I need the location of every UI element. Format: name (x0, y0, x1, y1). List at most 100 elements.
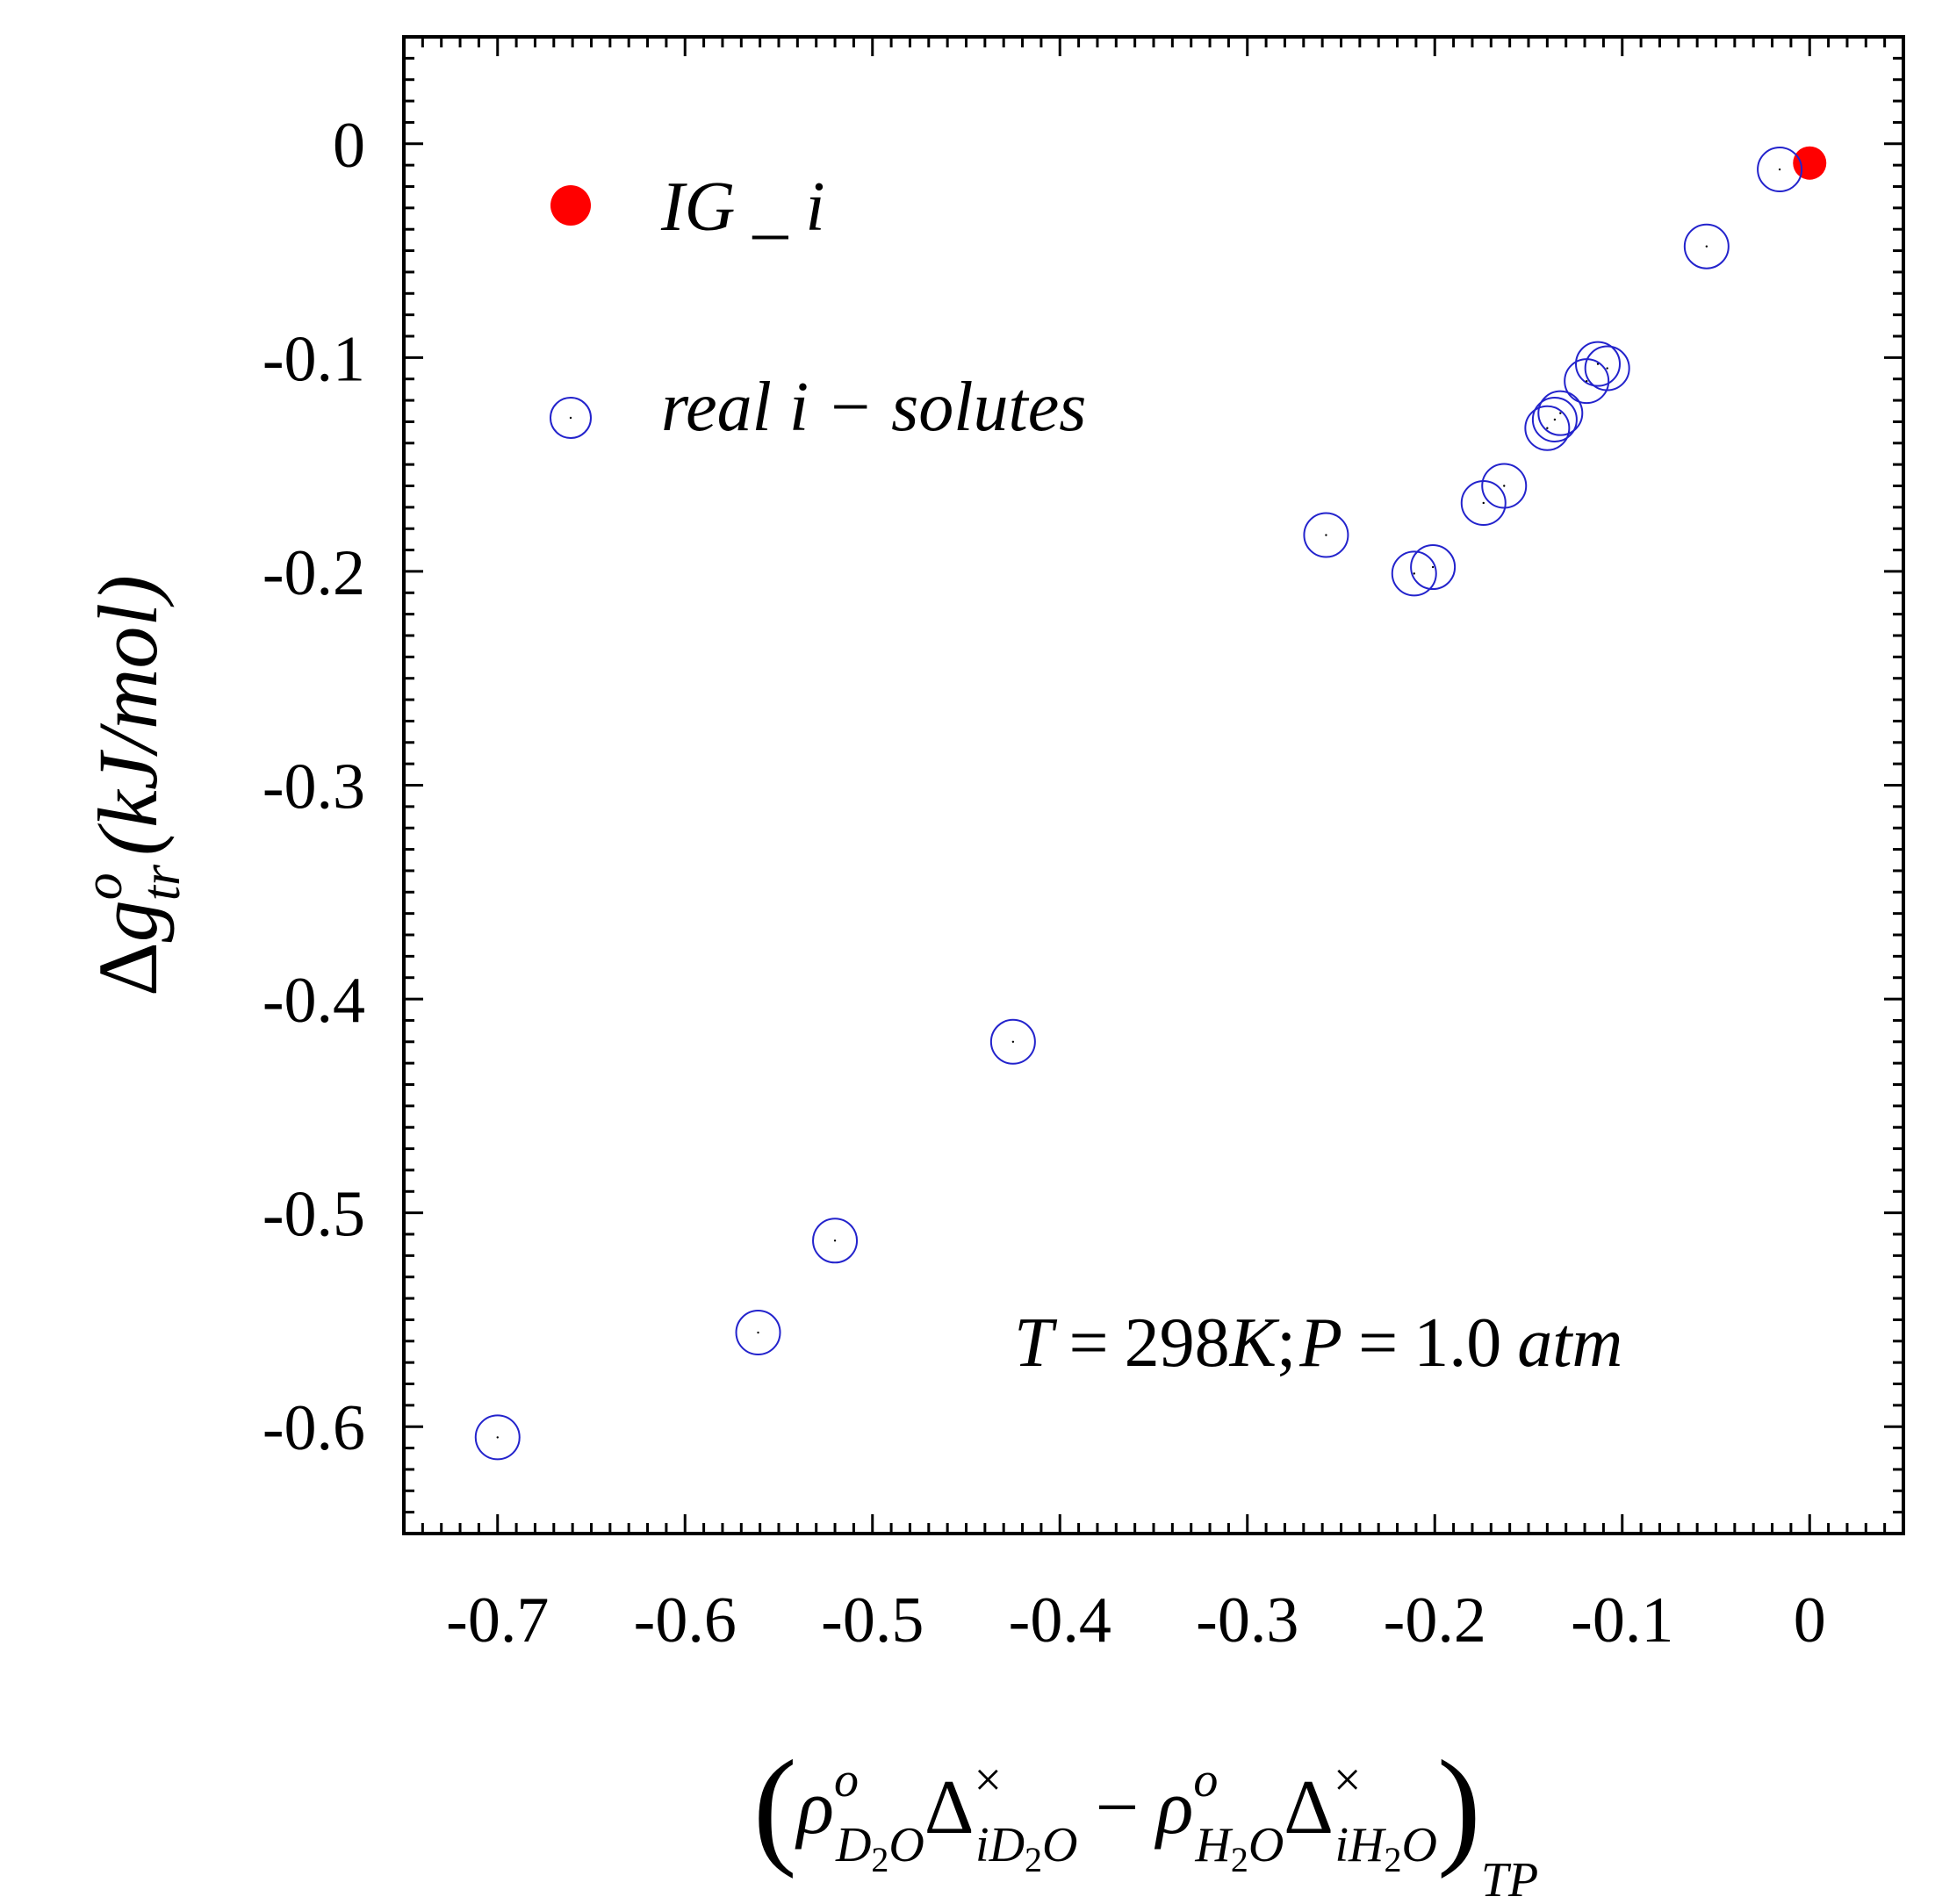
xlabel-delta1-sub-n: 2 (1025, 1840, 1042, 1879)
real-solute-point (1537, 390, 1584, 436)
real-solute-point-center (757, 1331, 759, 1334)
legend-marker-real-dot (569, 416, 572, 420)
real-solute-point (735, 1310, 781, 1356)
x-tick-label: -0.1 (1571, 1584, 1673, 1656)
ig-point (1793, 146, 1827, 180)
ylabel-g: g (81, 900, 175, 942)
real-solute-point (1391, 550, 1437, 597)
real-solute-point (1303, 512, 1349, 558)
xlabel-open: ( (753, 1734, 797, 1879)
xlabel-delta2-sub-n: 2 (1384, 1840, 1401, 1879)
ylabel-unit: (kJ/mol) (81, 575, 175, 856)
ylabel-delta: Δ (81, 942, 175, 996)
ylabel-sup: o (74, 873, 133, 900)
xlabel-delta2-sub: iH (1334, 1818, 1386, 1872)
y-tick-label: -0.3 (263, 751, 365, 823)
real-solute-point-center (1778, 168, 1781, 171)
plot-frame (402, 35, 1905, 1535)
real-solute-point (1524, 405, 1571, 451)
y-tick-label: -0.6 (263, 1392, 365, 1464)
real-solute-point (474, 1414, 521, 1461)
xlabel-rho2-sub-n: 2 (1231, 1840, 1248, 1879)
x-tick-label: 0 (1794, 1584, 1826, 1656)
xlabel-delta1-sub: iD (975, 1818, 1025, 1872)
real-solute-point (1574, 341, 1621, 387)
y-axis-label: Δgotr (kJ/mol) (74, 575, 191, 996)
legend: IG _ i real i − solutes (550, 169, 1086, 446)
xlabel-rho2-sub-o: O (1248, 1818, 1284, 1872)
y-tick-label: -0.4 (263, 965, 365, 1037)
xlabel-rho1-sup: o (834, 1753, 859, 1807)
xlabel-rho2-sup: o (1193, 1753, 1218, 1807)
real-solute-point (1410, 544, 1457, 591)
xlabel-delta2: Δ (1284, 1765, 1334, 1850)
xlabel-delta2-sup: × (1334, 1753, 1362, 1807)
y-tick-label: -0.2 (263, 537, 365, 609)
x-axis-label: (ρo D2OΔ× iD2O − ρo H2OΔ× iH2O)TP (753, 1734, 1539, 1904)
legend-label-ig: IG _ i (660, 169, 825, 246)
x-tick-label: -0.4 (1009, 1584, 1111, 1656)
xlabel-rho2-sub: H (1194, 1818, 1233, 1872)
xlabel-outer-sub: TP (1481, 1853, 1538, 1904)
real-solute-point-center (1011, 1040, 1015, 1043)
real-solute-point (1683, 223, 1730, 269)
real-solute-point-center (1325, 534, 1327, 536)
real-solute-point-center (1606, 367, 1608, 370)
real-solute-point-center (496, 1436, 499, 1439)
xlabel-close: ) (1437, 1734, 1481, 1879)
xlabel-rho1-sub-o: O (888, 1818, 924, 1872)
real-solute-point (989, 1018, 1036, 1065)
real-solute-point-center (1705, 245, 1708, 248)
real-solute-point-center (1546, 427, 1549, 429)
xlabel-minus: − (1096, 1765, 1140, 1850)
x-tick-label: -0.3 (1196, 1584, 1298, 1656)
real-solute-point-center (1413, 572, 1415, 575)
x-tick-label: -0.2 (1384, 1584, 1486, 1656)
annotation-k: K (1229, 1304, 1280, 1382)
annotation-T: T (1014, 1304, 1058, 1382)
annotation-atm: atm (1517, 1304, 1622, 1382)
ylabel-sub: tr (132, 864, 191, 901)
x-tick-label: -0.5 (821, 1584, 924, 1656)
real-solute-point (1531, 396, 1578, 442)
condition-annotation: T = 298K;P = 1.0 atm (1014, 1304, 1622, 1382)
svg-text:Δgotr(kJ/mol): Δgotr (kJ/mol) (74, 575, 191, 996)
xlabel-rho1: ρ (795, 1765, 834, 1850)
real-solute-point-center (1585, 379, 1588, 383)
xlabel-rho1-sub: D (835, 1818, 871, 1872)
annotation-pval: 1.0 (1413, 1304, 1501, 1382)
real-solute-point (1564, 358, 1610, 405)
real-solute-point-center (1553, 418, 1557, 421)
xlabel-delta1-sub-o: O (1042, 1818, 1077, 1872)
legend-marker-real (550, 397, 592, 439)
legend-label-real: real i − solutes (661, 369, 1086, 446)
xlabel-delta2-sub-o: O (1401, 1818, 1436, 1872)
real-solute-point-center (1503, 485, 1506, 487)
x-tick-label: -0.6 (634, 1584, 737, 1656)
annotation-semicolon: ; (1277, 1304, 1296, 1382)
x-tick-label: -0.7 (446, 1584, 549, 1656)
real-solute-point-center (1482, 501, 1485, 505)
y-tick-labels: 0 -0.1 -0.2 -0.3 -0.4 -0.5 -0.6 (263, 110, 365, 1464)
real-solute-point-center (1431, 565, 1435, 569)
xlabel-rho1-sub-n: 2 (871, 1840, 888, 1879)
y-tick-label: -0.1 (263, 323, 365, 395)
xlabel-delta1: Δ (924, 1765, 975, 1850)
annotation-p: P (1298, 1304, 1342, 1382)
annotation-eq1: = (1069, 1304, 1109, 1382)
real-solute-point (1757, 147, 1803, 193)
xlabel-delta1-sup: × (974, 1753, 1002, 1807)
annotation-tval: 298 (1125, 1304, 1230, 1382)
legend-marker-ig (550, 185, 591, 226)
y-tick-label: -0.5 (263, 1179, 365, 1251)
xlabel-rho2: ρ (1154, 1765, 1193, 1850)
y-tick-label: 0 (333, 110, 365, 182)
x-tick-labels: -0.7 -0.6 -0.5 -0.4 -0.3 -0.2 -0.1 0 (446, 1584, 1826, 1656)
annotation-eq2: = (1358, 1304, 1398, 1382)
real-solute-point-center (1559, 412, 1562, 414)
real-solute-point (1481, 463, 1528, 509)
real-solute-point (812, 1218, 859, 1264)
data-points (474, 146, 1827, 1461)
